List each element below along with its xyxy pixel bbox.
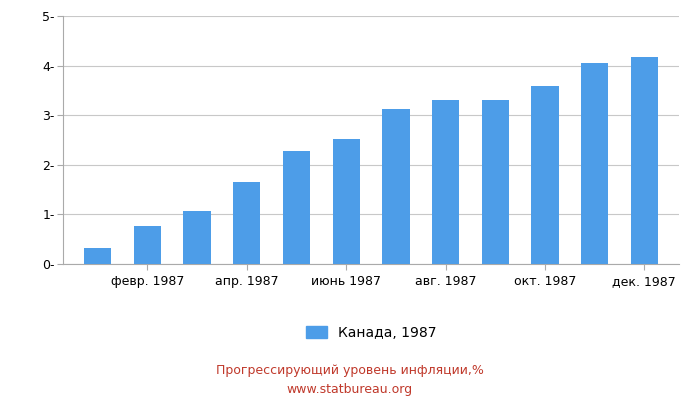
Bar	[283, 152, 310, 264]
Bar	[531, 86, 559, 264]
Bar	[631, 57, 658, 264]
Bar	[332, 138, 360, 264]
Bar	[581, 63, 608, 264]
Bar	[482, 100, 509, 264]
Bar	[84, 248, 111, 264]
Bar	[382, 109, 410, 264]
Bar	[233, 182, 260, 264]
Bar	[183, 211, 211, 264]
Text: Прогрессирующий уровень инфляции,%
www.statbureau.org: Прогрессирующий уровень инфляции,% www.s…	[216, 364, 484, 396]
Bar	[134, 226, 161, 264]
Legend: Канада, 1987: Канада, 1987	[306, 326, 436, 340]
Bar	[432, 100, 459, 264]
